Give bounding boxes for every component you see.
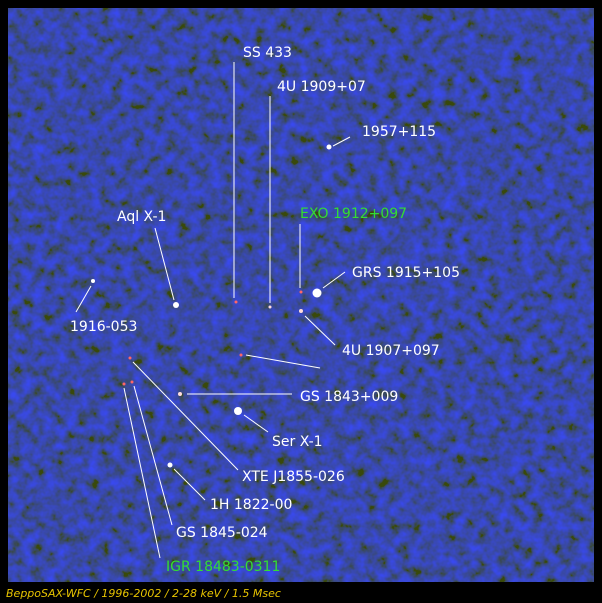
source-label: 1957+115 bbox=[362, 124, 436, 140]
source-label: 4U 1909+07 bbox=[277, 79, 366, 95]
caption: BeppoSAX-WFC / 1996-2002 / 2-28 keV / 1.… bbox=[6, 587, 281, 600]
image-noise bbox=[8, 8, 594, 582]
source-label: SS 433 bbox=[243, 45, 292, 61]
source-label: XTE J1855-026 bbox=[242, 469, 345, 485]
source-label: IGR 18483-0311 bbox=[166, 559, 280, 575]
leader-lines bbox=[75, 62, 351, 559]
source-label: 4U 1907+097 bbox=[342, 343, 440, 359]
sources bbox=[91, 144, 332, 468]
labels: SS 433 4U 1909+07 1957+115 Aql X-1 EXO 1… bbox=[70, 45, 460, 575]
source-label: 1H 1822-00 bbox=[210, 497, 292, 513]
source-label: GS 1843+009 bbox=[300, 389, 398, 405]
source-label: GRS 1915+105 bbox=[352, 265, 460, 281]
source-label: Aql X-1 bbox=[117, 209, 166, 225]
source-label: Ser X-1 bbox=[272, 434, 323, 450]
source-label: GS 1845-024 bbox=[176, 525, 268, 541]
source-label: EXO 1912+097 bbox=[300, 206, 407, 222]
source-label: 1916-053 bbox=[70, 319, 137, 335]
